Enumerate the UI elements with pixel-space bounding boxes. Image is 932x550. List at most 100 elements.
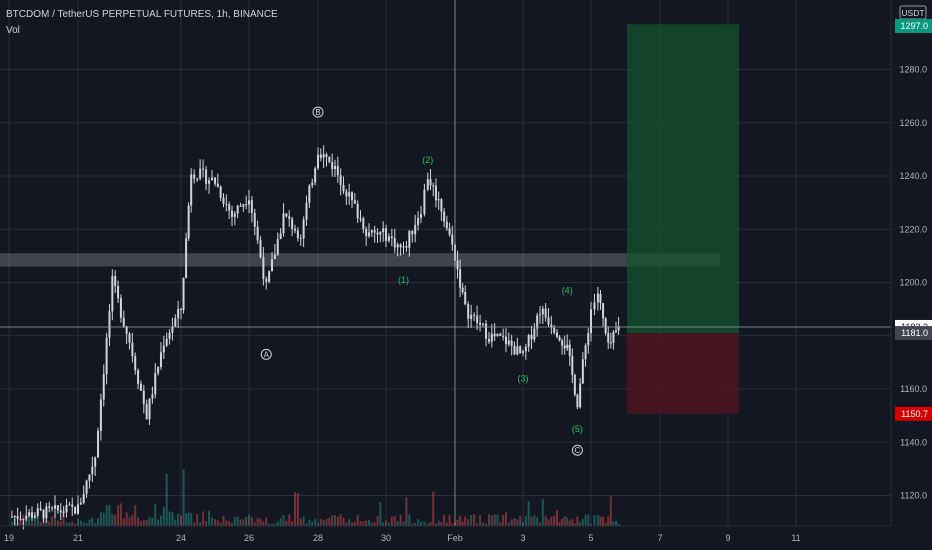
candle-body [530, 334, 533, 340]
volume-bar [125, 512, 128, 526]
candle-body [325, 154, 328, 157]
volume-bar [365, 520, 368, 526]
candle-body [99, 399, 102, 431]
volume-bar [493, 514, 496, 526]
candle-body [273, 254, 276, 259]
volume-bar [25, 519, 28, 526]
risk-reward-zones [0, 24, 739, 414]
volume-bar [302, 516, 305, 526]
candle-body [390, 236, 393, 239]
candle-body [351, 192, 353, 201]
price-axis-label: 1220.0 [899, 224, 927, 234]
volume-bar [10, 521, 13, 526]
volume-bar [544, 515, 547, 526]
volume-bar [94, 523, 97, 526]
candle-body [493, 333, 496, 337]
volume-bar [584, 514, 587, 526]
candle-body [563, 345, 566, 349]
candle-body [39, 508, 42, 510]
volume-bar [558, 522, 561, 526]
volume-bar [345, 522, 348, 526]
volume-bar [448, 514, 451, 526]
candle-body [522, 351, 524, 354]
volume-bar [485, 523, 488, 526]
volume-bar [174, 519, 177, 526]
volume-bar [593, 515, 596, 526]
volume-bar [134, 505, 137, 526]
volume-bar [496, 514, 499, 526]
candle-body [356, 203, 359, 219]
candle-body [365, 229, 368, 236]
candle-body [584, 345, 587, 360]
volume-bar [385, 520, 387, 526]
candle-body [162, 345, 165, 353]
candle-body [399, 244, 402, 248]
candle-body [420, 213, 422, 218]
candle-body [285, 213, 288, 217]
candle-body [451, 234, 454, 245]
volume-bar [88, 519, 91, 526]
volume-bar [353, 521, 356, 526]
volume-bar [214, 519, 216, 526]
candle-body [348, 192, 351, 197]
candle-body [541, 308, 544, 315]
wave-label-circle [312, 106, 324, 118]
volume-bar [402, 521, 405, 526]
volume-bar [305, 523, 308, 526]
candle-body [242, 204, 245, 207]
candle-body [171, 326, 174, 333]
candle-body [499, 333, 502, 336]
volume-bar [268, 523, 271, 526]
candle-body [291, 218, 294, 229]
candle-body [253, 212, 256, 227]
candle-body [568, 344, 571, 356]
candle-body [296, 230, 299, 239]
time-axis-label: 9 [725, 533, 730, 543]
candle-body [180, 308, 182, 310]
candle-body [225, 203, 228, 205]
symbol-title[interactable]: BTCDOM / TetherUS PERPETUAL FUTURES, 1h,… [6, 9, 278, 20]
candle-body [88, 474, 91, 481]
volume-bar [473, 514, 476, 526]
candle-body [157, 367, 160, 374]
candle-body [193, 174, 196, 179]
candle-body [13, 516, 16, 518]
profit-zone [627, 24, 739, 334]
candle-body [461, 287, 464, 292]
volume-bar [105, 505, 108, 526]
volume-bar [108, 504, 111, 526]
volume-bar [79, 520, 82, 526]
candle-body [59, 510, 62, 513]
candle-body [105, 337, 108, 375]
price-candles [10, 145, 620, 530]
volume-bar [602, 516, 605, 526]
candle-body [45, 506, 48, 519]
volume-bar [168, 511, 171, 526]
volume-bar [102, 512, 105, 526]
volume-bar [288, 514, 291, 526]
volume-indicator-label[interactable]: Vol [6, 25, 20, 36]
candle-body [79, 502, 82, 505]
volume-bar [225, 520, 228, 526]
candle-body [305, 202, 308, 220]
volume-bar [387, 522, 390, 526]
volume-bar [219, 522, 222, 526]
candle-body [434, 185, 437, 201]
volume-bar [359, 521, 362, 526]
candle-body [302, 219, 305, 239]
volume-bar [148, 516, 151, 526]
candle-body [51, 507, 54, 509]
stop-price-tag: 1150.7 [901, 409, 928, 419]
volume-bar [459, 515, 462, 526]
volume-bar [325, 518, 328, 526]
candle-body [259, 240, 262, 258]
candle-body [547, 317, 550, 325]
candle-body [488, 338, 490, 342]
candle-body [464, 291, 467, 305]
candle-body [159, 352, 162, 368]
volume-bar [248, 514, 250, 526]
candle-body [331, 162, 334, 169]
entry-price-tag-bg [895, 326, 932, 341]
